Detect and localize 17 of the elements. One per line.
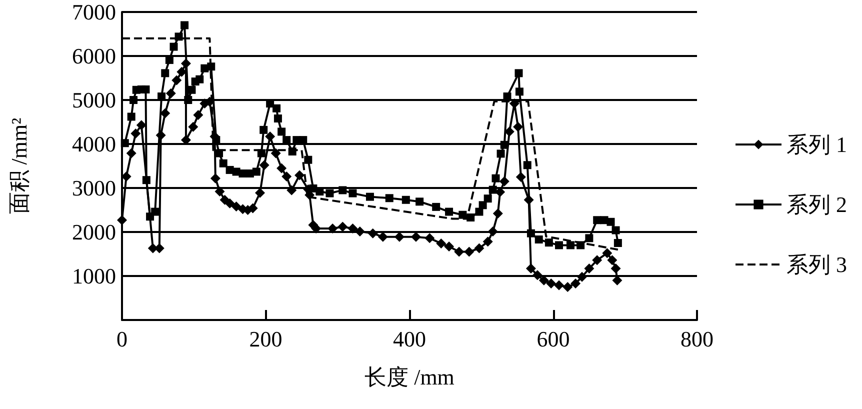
y-tick-label: 7000	[72, 0, 116, 24]
y-tick-label: 5000	[72, 88, 116, 112]
x-tick-label: 0	[116, 326, 128, 352]
x-tick-label: 600	[536, 326, 570, 352]
legend-label: 系列 1	[786, 132, 847, 157]
x-tick-label: 400	[393, 326, 426, 352]
y-tick-label: 2000	[72, 220, 116, 244]
legend-label: 系列 3	[786, 252, 847, 277]
x-tick-label: 800	[680, 326, 714, 352]
y-tick-label: 4000	[72, 132, 116, 156]
legend-label: 系列 2	[786, 192, 847, 217]
y-tick-label: 1000	[72, 264, 116, 288]
x-axis-title: 长度 /mm	[364, 364, 454, 390]
x-tick-label: 200	[249, 326, 282, 352]
y-axis-title: 面积 /mm²	[6, 117, 32, 214]
y-tick-label: 3000	[72, 176, 116, 200]
y-tick-label: 6000	[72, 44, 116, 68]
